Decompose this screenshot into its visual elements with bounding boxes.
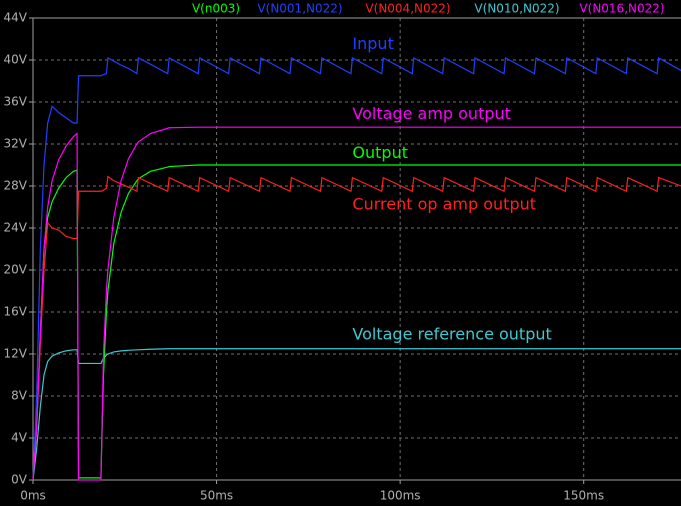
annotation: Voltage reference output	[352, 325, 551, 344]
annotation: Output	[352, 143, 408, 162]
legend-entry: V(n003)	[192, 2, 240, 16]
annotation: Current op amp output	[352, 194, 536, 213]
y-tick-label: 16V	[4, 305, 28, 319]
x-tick-label: 150ms	[563, 489, 604, 503]
y-tick-label: 40V	[4, 53, 28, 67]
annotation: Input	[352, 34, 393, 53]
y-tick-label: 20V	[4, 263, 28, 277]
y-tick-label: 4V	[11, 431, 28, 445]
y-tick-label: 24V	[4, 221, 28, 235]
y-tick-label: 0V	[11, 473, 28, 487]
y-tick-label: 12V	[4, 347, 28, 361]
x-tick-label: 50ms	[200, 489, 233, 503]
legend-entry: V(N016,N022)	[579, 2, 664, 16]
y-tick-label: 44V	[4, 11, 28, 25]
x-tick-label: 100ms	[380, 489, 421, 503]
series-line	[32, 56, 681, 481]
legend-entry: V(N001,N022)	[257, 2, 342, 16]
legend-entry: V(N004,N022)	[365, 2, 450, 16]
x-tick-label: 0ms	[20, 489, 46, 503]
series-line	[32, 126, 681, 481]
y-tick-label: 36V	[4, 95, 28, 109]
y-tick-label: 8V	[11, 389, 28, 403]
annotation: Voltage amp output	[352, 104, 511, 123]
legend-entry: V(N010,N022)	[474, 2, 559, 16]
y-tick-label: 32V	[4, 137, 28, 151]
y-tick-label: 28V	[4, 179, 28, 193]
